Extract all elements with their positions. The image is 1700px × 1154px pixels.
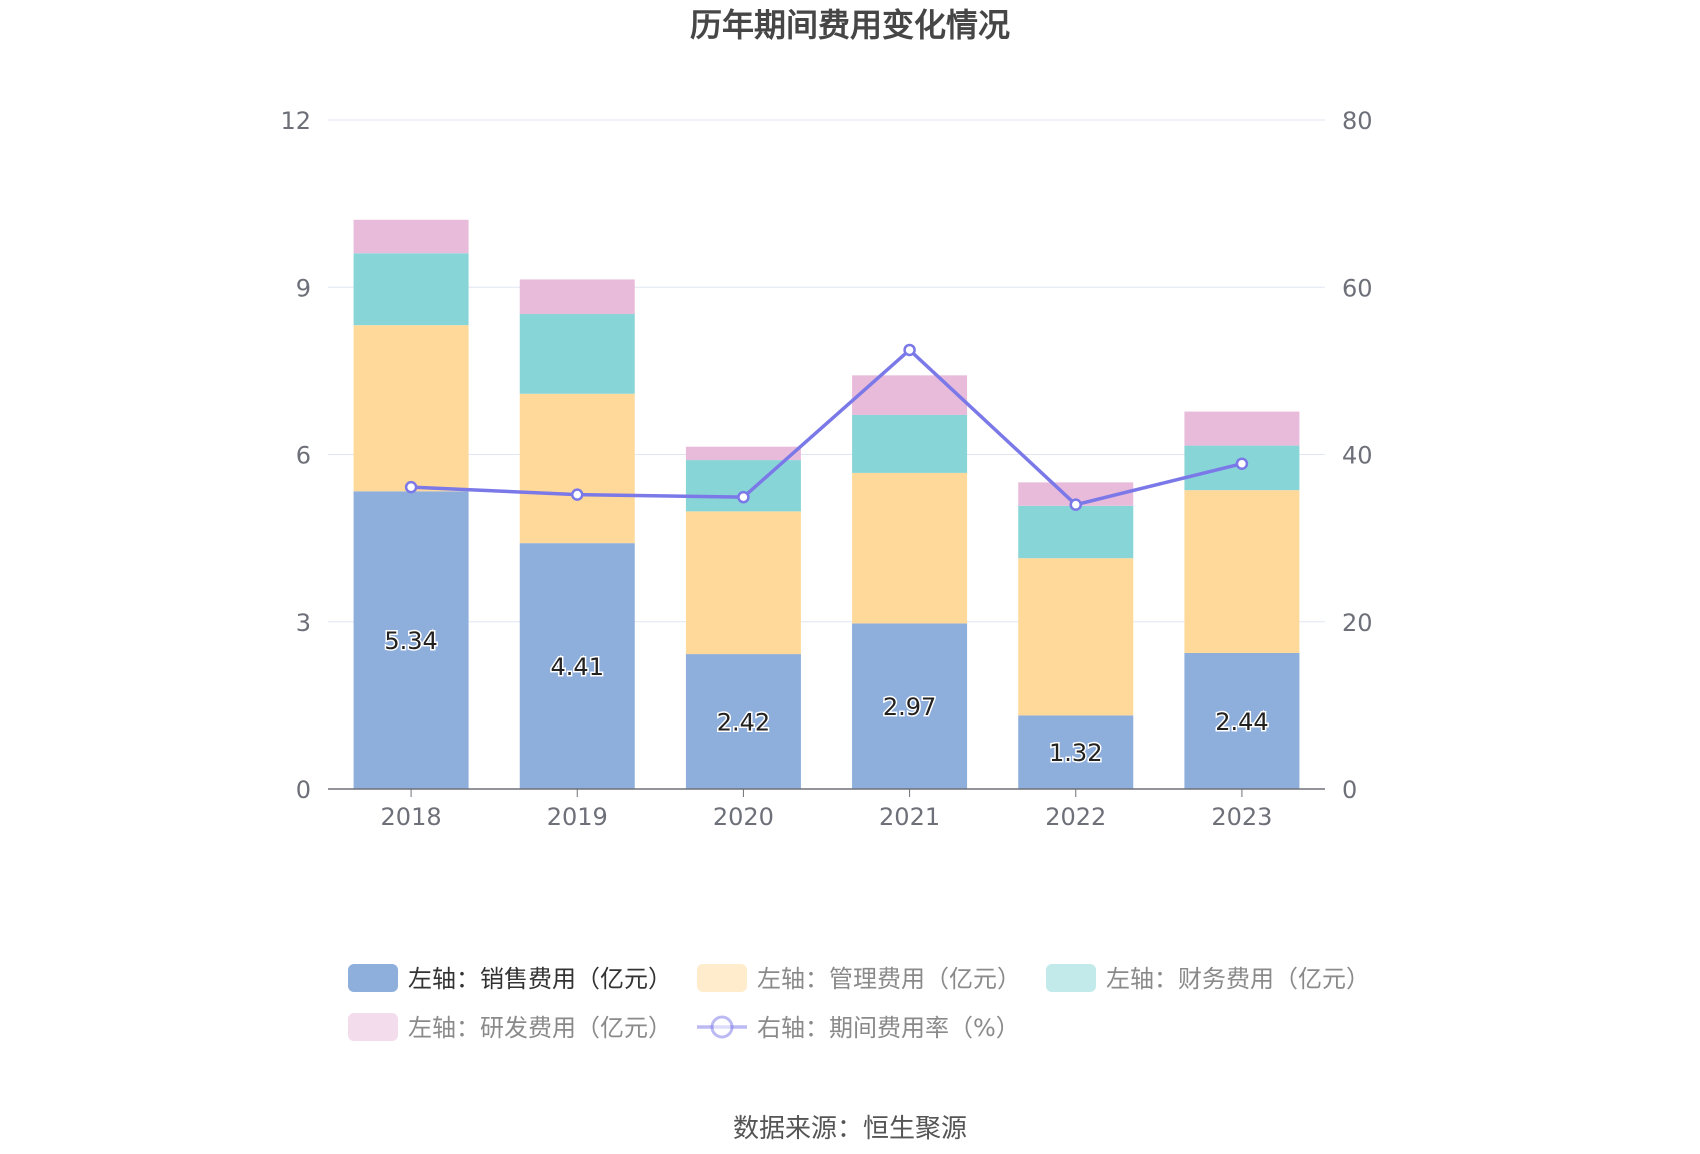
line-point — [404, 480, 418, 494]
bar-value-label: 1.32 — [1049, 739, 1102, 767]
legend-swatch — [697, 964, 747, 992]
x-tick-label: 2020 — [713, 803, 774, 831]
bar-segment — [1184, 490, 1300, 653]
bar-segment — [353, 253, 469, 326]
bar-value-label: 2.42 — [717, 709, 770, 737]
bar-segment — [1018, 558, 1134, 716]
bar-segment — [1018, 505, 1134, 559]
x-tick-label: 2023 — [1211, 803, 1272, 831]
bar-segment — [1018, 715, 1134, 789]
bar-segment — [353, 325, 469, 492]
line-point — [571, 488, 584, 501]
bar-segment — [852, 414, 968, 473]
line-layer — [404, 343, 1249, 511]
legend-label: 左轴：研发费用（亿元） — [408, 1014, 672, 1042]
legend-swatch — [1046, 964, 1096, 992]
x-tick-label: 2019 — [547, 803, 608, 831]
bar-value-label: 5.34 — [384, 627, 437, 655]
bar-segment — [519, 314, 635, 394]
bar-value-label: 2.44 — [1215, 708, 1268, 736]
legend-line-marker — [710, 1015, 734, 1039]
x-tick-label: 2022 — [1045, 803, 1106, 831]
right-tick-label: 40 — [1342, 442, 1373, 470]
axis-layer: 0 0 3 20 6 40 9 60 12 80 2018 2019 2020 2021 2022 2023 — [280, 107, 1372, 831]
right-tick-label: 0 — [1342, 776, 1357, 804]
legend-label: 右轴：期间费用率（%） — [757, 1014, 1020, 1042]
grid-layer — [328, 119, 1325, 623]
source-note: 数据来源：恒生聚源 — [733, 1114, 967, 1144]
bar-segment — [519, 279, 635, 315]
bar-segment — [852, 623, 968, 789]
bar-segment — [685, 511, 801, 655]
line-point — [737, 490, 750, 504]
bar-segment — [1184, 652, 1300, 789]
left-tick-label: 0 — [296, 776, 311, 804]
left-tick-label: 9 — [296, 274, 311, 302]
bar-segment — [852, 375, 968, 415]
chart-title: 历年期间费用变化情况 — [690, 6, 1010, 44]
legend-swatch — [348, 964, 398, 992]
right-tick-label: 80 — [1342, 107, 1373, 135]
line-point — [1235, 457, 1249, 470]
line-point — [1069, 498, 1082, 511]
left-tick-label: 3 — [296, 609, 311, 637]
bar-segment — [685, 460, 801, 512]
right-tick-label: 20 — [1342, 609, 1373, 637]
series-line — [411, 347, 1243, 507]
left-tick-label: 6 — [296, 442, 311, 470]
line-point — [903, 343, 916, 357]
x-tick-label: 2021 — [879, 803, 940, 831]
right-tick-label: 60 — [1342, 274, 1373, 302]
legend-label: 左轴：管理费用（亿元） — [757, 965, 1021, 993]
legend-label: 左轴：财务费用（亿元） — [1106, 965, 1370, 993]
bar-segment — [353, 219, 469, 254]
bar-segment — [685, 446, 801, 461]
bar-segment — [685, 654, 801, 789]
bar-segment — [852, 472, 968, 624]
bar-segment — [1184, 411, 1300, 446]
bar-segment — [1018, 482, 1134, 506]
legend-swatch — [348, 1013, 398, 1041]
bar-value-label: 4.41 — [551, 653, 604, 681]
bar-segment — [519, 543, 635, 789]
label-layer: 5.34 4.41 2.42 2.97 1.32 2.44 — [383, 626, 1270, 769]
bars-layer — [353, 219, 1300, 789]
legend: 左轴：销售费用（亿元） 左轴：管理费用（亿元） 左轴：财务费用（亿元） 左轴：研发费用… — [348, 964, 1370, 1042]
bar-value-label: 2.97 — [883, 693, 936, 721]
left-tick-label: 12 — [280, 107, 311, 135]
bar-segment — [353, 491, 469, 789]
legend-label: 左轴：销售费用（亿元） — [408, 965, 672, 993]
x-tick-label: 2018 — [381, 803, 442, 831]
bar-segment — [519, 393, 635, 544]
